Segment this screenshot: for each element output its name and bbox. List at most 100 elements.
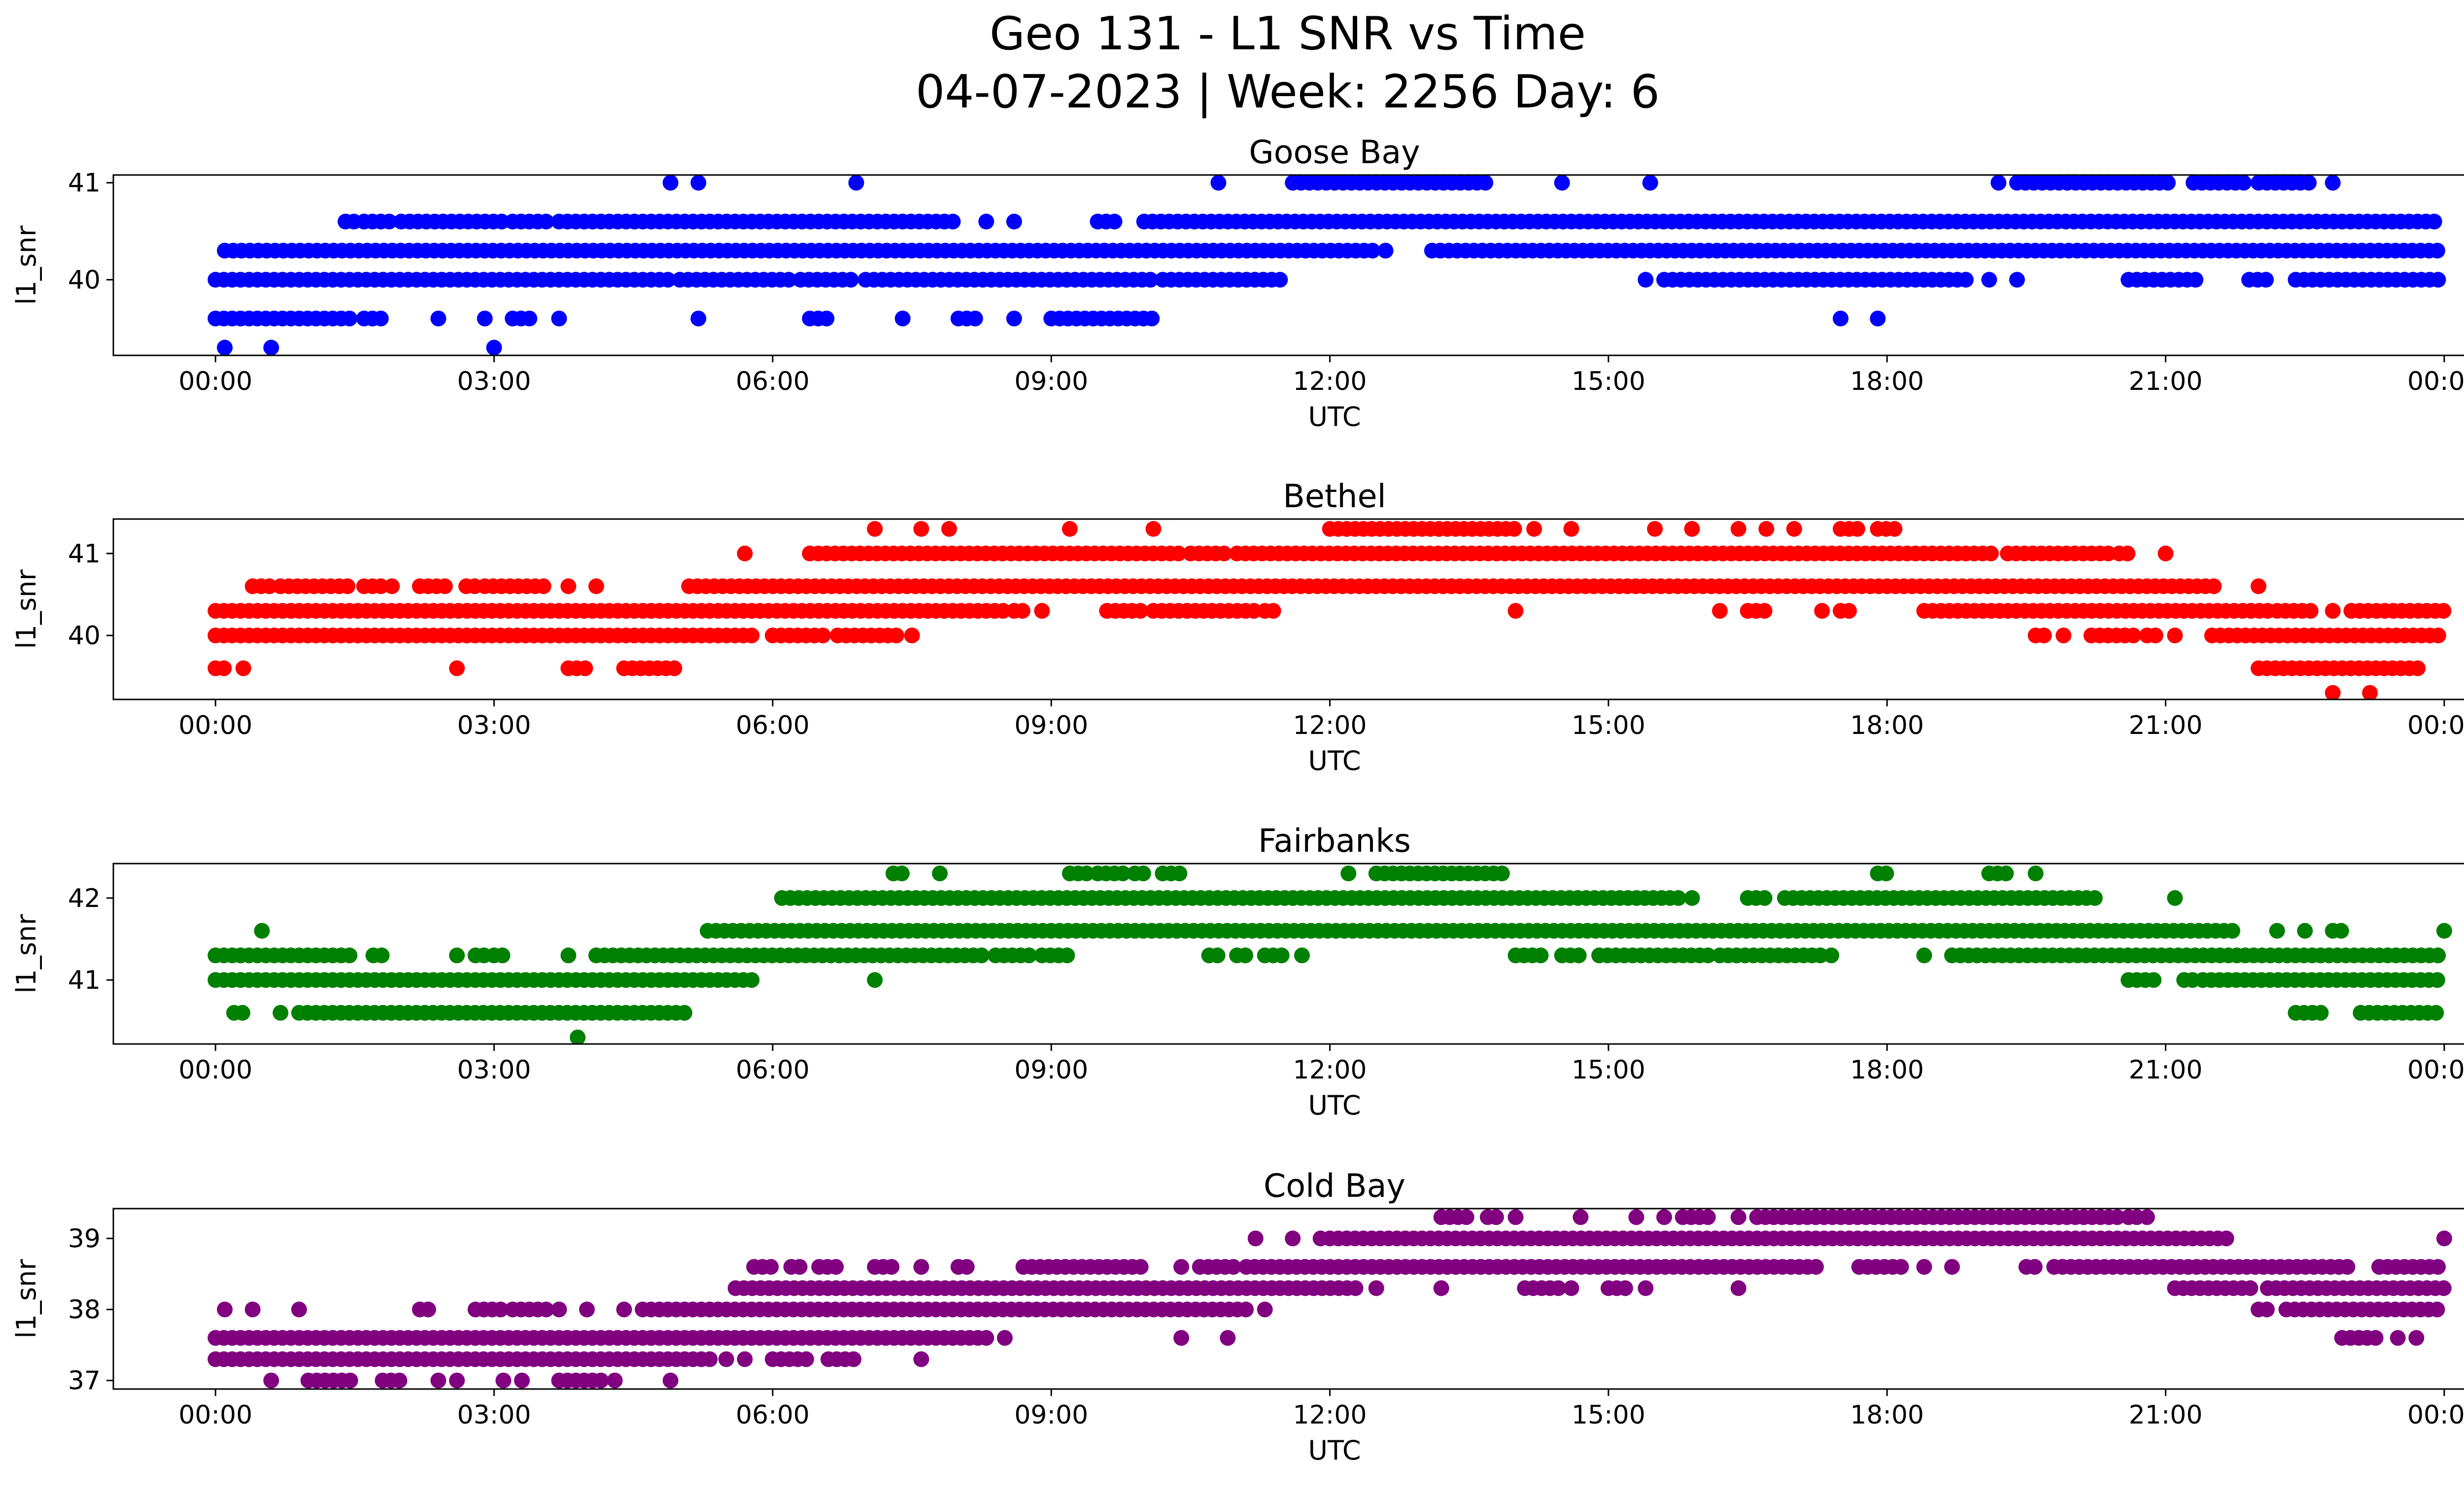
data-point	[430, 311, 446, 327]
data-point	[449, 947, 465, 964]
x-tick-label: 09:00	[1014, 711, 1088, 740]
x-tick-label: 00:00	[2407, 367, 2464, 396]
data-point	[495, 1372, 512, 1389]
data-point	[2218, 1230, 2234, 1247]
subplot-panels: Goose Bay 00:00 03:00 06:00 09:00 12:00 15:00 1…	[11, 134, 2464, 1466]
data-point	[494, 213, 510, 230]
data-point	[1145, 521, 1162, 537]
axes-frame	[112, 863, 2464, 1045]
subplot-title: Cold Bay	[1264, 1168, 1405, 1205]
x-tick-label: 06:00	[736, 711, 810, 740]
data-point	[1216, 545, 1232, 561]
data-point	[2188, 272, 2204, 288]
data-point	[1756, 890, 1773, 906]
data-point	[2242, 1280, 2259, 1296]
data-point	[744, 972, 760, 988]
x-tick-label: 15:00	[1572, 367, 1645, 396]
data-point	[570, 1029, 586, 1044]
data-point	[235, 1005, 250, 1021]
subplot-goose-bay: Goose Bay 00:00 03:00 06:00 09:00 12:00 15:00 1…	[11, 134, 2464, 432]
data-point	[2430, 947, 2446, 964]
x-tick-label: 00:00	[178, 1055, 252, 1085]
data-point	[1225, 1259, 1241, 1275]
data-point	[997, 1330, 1013, 1346]
data-point	[1368, 1280, 1384, 1296]
x-tick-label: 03:00	[457, 711, 531, 740]
data-point	[492, 1301, 509, 1318]
data-point	[391, 1372, 408, 1389]
data-point	[2251, 578, 2266, 594]
data-point	[1458, 1209, 1474, 1225]
data-point	[1684, 521, 1700, 537]
data-point	[1061, 521, 1078, 537]
data-point	[2428, 1005, 2444, 1021]
data-point	[2026, 1259, 2043, 1275]
data-point	[1550, 1280, 1567, 1296]
data-point	[1617, 1280, 1633, 1296]
data-point	[1078, 866, 1095, 881]
data-point	[1115, 866, 1131, 881]
data-point	[893, 866, 910, 881]
data-point	[690, 311, 707, 327]
data-point	[1533, 947, 1549, 964]
data-point	[2430, 272, 2446, 288]
data-point	[2325, 685, 2341, 699]
data-point	[1870, 311, 1886, 327]
data-point	[1998, 866, 2014, 881]
data-point	[420, 1301, 436, 1318]
data-point	[1135, 866, 1151, 881]
data-point	[273, 1005, 289, 1021]
data-point	[521, 311, 538, 327]
data-point	[2410, 660, 2426, 676]
data-point	[718, 1351, 734, 1367]
data-point	[342, 1372, 358, 1389]
data-point	[1958, 272, 1974, 288]
data-point	[815, 627, 831, 644]
data-point	[884, 1259, 900, 1275]
data-point	[1106, 213, 1123, 230]
x-tick-label: 18:00	[1850, 1400, 1924, 1430]
data-point	[2087, 890, 2103, 906]
data-point	[1294, 947, 1310, 964]
data-point	[1238, 1301, 1254, 1318]
data-point	[216, 660, 232, 676]
data-point	[1494, 866, 1510, 881]
data-point	[1670, 890, 1686, 906]
data-point	[1983, 545, 1999, 561]
x-tick-label: 06:00	[736, 367, 810, 396]
x-axis-label: UTC	[1308, 401, 1361, 432]
data-point	[340, 578, 356, 594]
data-point	[1144, 311, 1160, 327]
x-tick-label: 15:00	[1572, 1400, 1645, 1430]
data-point	[1642, 175, 1658, 191]
data-point	[2325, 603, 2341, 619]
data-point	[1285, 1230, 1301, 1247]
y-tick-label: 42	[68, 884, 101, 913]
x-tick-label: 12:00	[1293, 1400, 1367, 1430]
data-point	[1220, 1330, 1236, 1346]
x-tick-label: 21:00	[2129, 1400, 2203, 1430]
data-point	[1170, 545, 1187, 561]
data-point	[2339, 1259, 2356, 1275]
data-point	[1365, 243, 1381, 259]
data-point	[2055, 627, 2072, 644]
data-point	[235, 660, 251, 676]
x-tick-label: 06:00	[736, 1400, 810, 1430]
x-tick-label: 09:00	[1014, 367, 1088, 396]
x-tick-label: 06:00	[736, 1055, 810, 1085]
data-point	[913, 521, 929, 537]
data-point	[263, 340, 279, 355]
data-point	[217, 340, 233, 355]
scatter-points	[207, 175, 2446, 355]
x-tick-label: 18:00	[1850, 711, 1924, 740]
y-tick-label: 40	[68, 621, 101, 651]
y-axis-label: l1_snr	[11, 1259, 42, 1339]
data-point	[978, 1330, 994, 1346]
data-point	[941, 521, 957, 537]
data-point	[702, 1351, 718, 1367]
data-point	[1006, 213, 1022, 230]
y-tick-label: 41	[68, 539, 101, 569]
data-point	[1647, 521, 1663, 537]
data-point	[690, 175, 707, 191]
